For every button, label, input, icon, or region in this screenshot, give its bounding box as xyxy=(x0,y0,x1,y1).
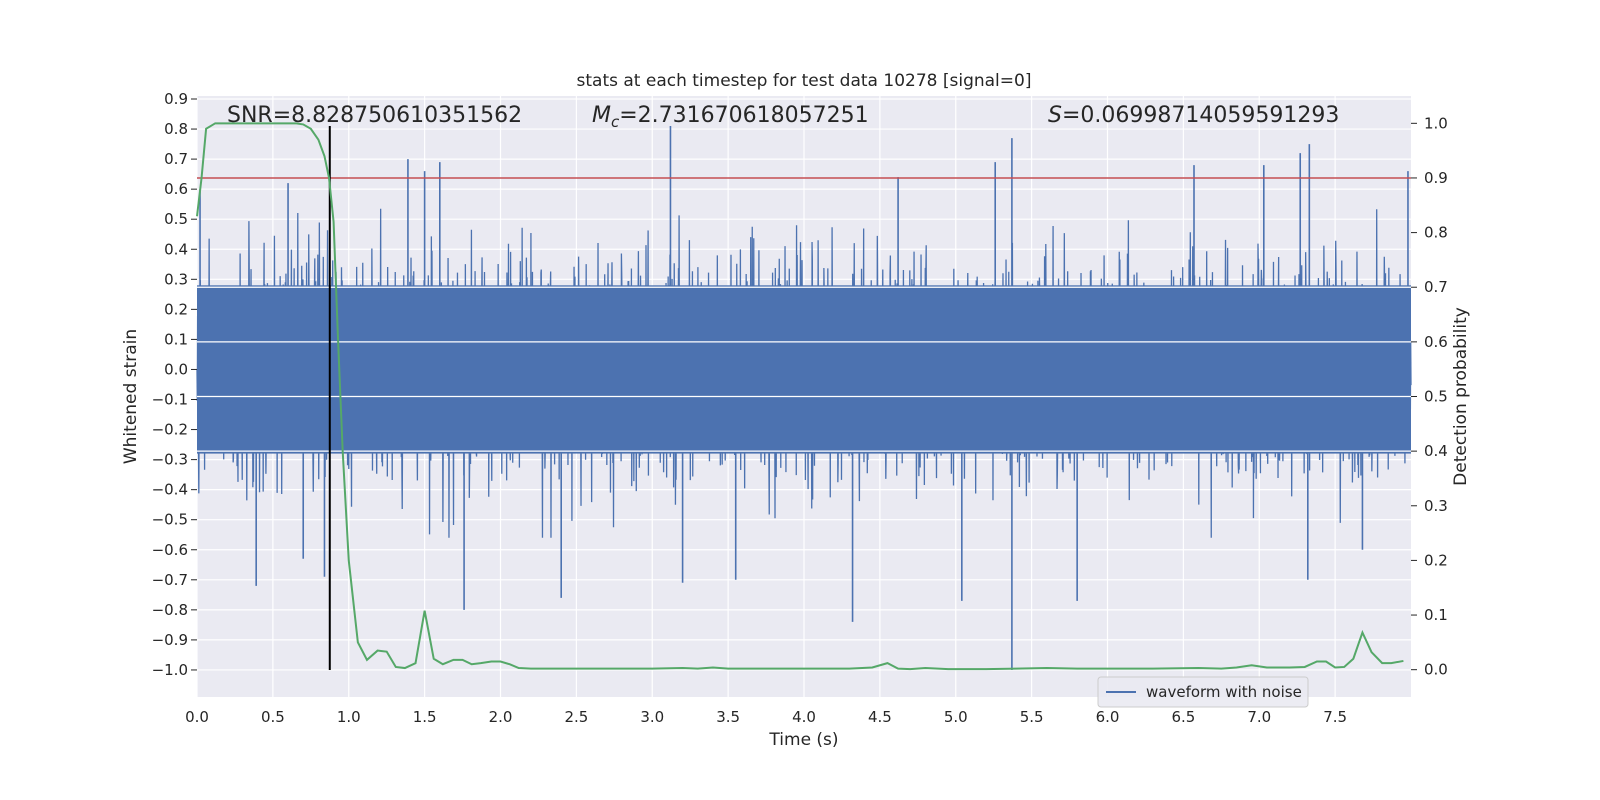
y2-tick-label: 0.2 xyxy=(1424,551,1448,569)
x-tick-label: 0.5 xyxy=(261,708,285,726)
y-tick-label: −0.7 xyxy=(152,571,188,589)
y-tick-label: −0.9 xyxy=(152,631,188,649)
y-tick-label: −0.3 xyxy=(152,451,188,469)
y-axis-label: Whitened strain xyxy=(121,329,141,464)
x-tick-label: 2.5 xyxy=(564,708,588,726)
y-tick-label: −0.4 xyxy=(152,481,188,499)
y-tick-label: 0.2 xyxy=(164,300,188,318)
legend-box xyxy=(1097,676,1309,708)
x-tick-label: 4.5 xyxy=(868,708,892,726)
y-tick-label: −0.1 xyxy=(152,391,188,409)
x-tick-label: 5.0 xyxy=(944,708,968,726)
x-tick-label: 6.0 xyxy=(1096,708,1120,726)
x-tick-label: 1.5 xyxy=(413,708,437,726)
waveform-core-band xyxy=(197,285,1411,454)
y-tick-label: 0.0 xyxy=(164,360,188,378)
y-tick-label: 0.1 xyxy=(164,330,188,348)
x-tick-label: 4.0 xyxy=(792,708,816,726)
legend: waveform with noise xyxy=(1097,676,1309,708)
y-tick-label: 0.3 xyxy=(164,270,188,288)
y2-tick-label: 0.5 xyxy=(1424,388,1448,406)
y-tick-label: −1.0 xyxy=(152,661,188,679)
y-tick-label: −0.5 xyxy=(152,511,188,529)
mc-value: =2.731670618057251 xyxy=(619,103,868,128)
y2-tick-label: 0.0 xyxy=(1424,661,1448,679)
x-tick-label: 2.0 xyxy=(489,708,513,726)
y2-tick-label: 0.4 xyxy=(1424,442,1448,460)
x-tick-label: 0.0 xyxy=(185,708,209,726)
y-tick-label: −0.8 xyxy=(152,601,188,619)
y-tick-label: 0.9 xyxy=(164,90,188,108)
chart-title: stats at each timestep for test data 102… xyxy=(577,71,1032,91)
x-tick-label: 1.0 xyxy=(337,708,361,726)
y2-tick-label: 0.9 xyxy=(1424,169,1448,187)
x-tick-label: 3.0 xyxy=(640,708,664,726)
s-value: =0.06998714059591293 xyxy=(1062,103,1339,128)
s-annotation: S=0.06998714059591293 xyxy=(1048,103,1339,128)
y-tick-label: −0.6 xyxy=(152,541,188,559)
x-tick-label: 3.5 xyxy=(716,708,740,726)
waveform-series xyxy=(196,126,1412,670)
mc-subscript: c xyxy=(611,113,620,131)
y-tick-label: 0.7 xyxy=(164,150,188,168)
y-tick-label: 0.8 xyxy=(164,120,188,138)
x-tick-label: 7.0 xyxy=(1247,708,1271,726)
y-tick-label: 0.4 xyxy=(164,240,188,258)
y2-tick-label: 0.6 xyxy=(1424,333,1448,351)
snr-annotation: SNR=8.828750610351562 xyxy=(227,103,522,128)
chirp-mass-annotation: Mc=2.731670618057251 xyxy=(592,103,869,131)
y-tick-label: 0.5 xyxy=(164,210,188,228)
y2-tick-label: 0.1 xyxy=(1424,606,1448,624)
y2-tick-label: 0.8 xyxy=(1424,224,1448,242)
y2-axis-label: Detection probability xyxy=(1451,307,1471,486)
tick-labels: 0.0 0.5 1.0 1.5 2.0 2.5 3.0 3.5 4.0 4.5 5.0 5.5 6.0 6… xyxy=(152,90,1448,726)
y2-tick-label: 0.3 xyxy=(1424,497,1448,515)
y-tick-label: 0.6 xyxy=(164,180,188,198)
mc-symbol: M xyxy=(592,103,611,128)
x-tick-label: 5.5 xyxy=(1020,708,1044,726)
y2-tick-label: 1.0 xyxy=(1424,114,1448,132)
y-tick-label: −0.2 xyxy=(152,421,188,439)
overlay-layer xyxy=(196,122,1411,671)
x-axis-label: Time (s) xyxy=(768,730,838,750)
x-tick-label: 6.5 xyxy=(1171,708,1195,726)
y2-tick-label: 0.7 xyxy=(1424,278,1448,296)
s-symbol: S xyxy=(1048,103,1062,128)
detection-probability-line xyxy=(196,122,1404,671)
x-tick-label: 7.5 xyxy=(1323,708,1347,726)
legend-label-waveform: waveform with noise xyxy=(1146,683,1302,701)
